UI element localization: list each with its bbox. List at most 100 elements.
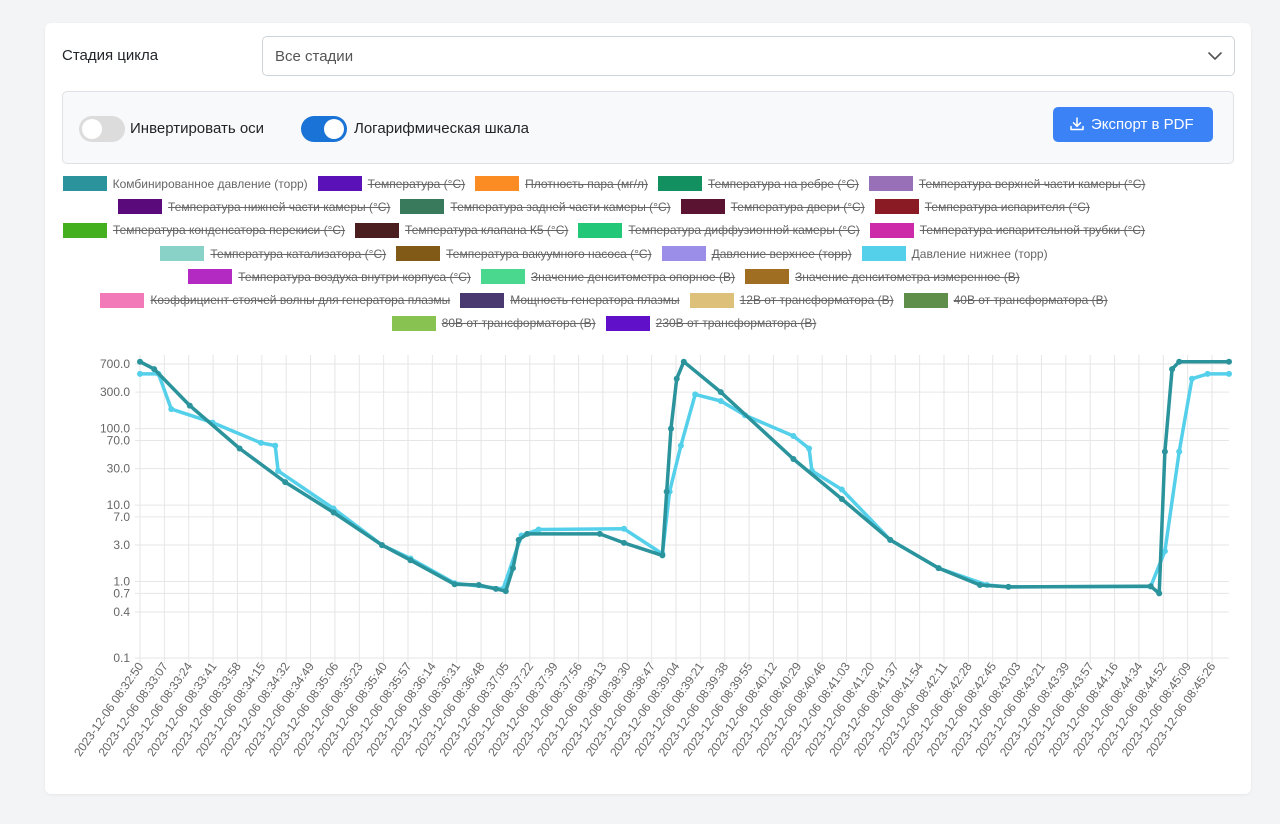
legend-item[interactable]: Температура верхней части камеры (°C) <box>868 176 1145 192</box>
data-point <box>838 486 845 493</box>
data-point <box>838 496 845 502</box>
data-point <box>272 442 279 449</box>
data-point <box>492 585 499 592</box>
data-point <box>673 375 680 382</box>
legend-label: Температура диффузионной камеры (°C) <box>628 223 860 238</box>
legend-swatch <box>391 315 436 331</box>
legend-label: Температура испарительной трубки (°C) <box>919 223 1146 238</box>
legend-item[interactable]: Плотность пара (мг/л) <box>475 176 649 192</box>
data-point <box>935 565 942 572</box>
legend-label: Мощность генератора плазмы <box>510 293 680 308</box>
data-point <box>1189 375 1195 382</box>
data-point <box>1005 583 1012 590</box>
legend-label: Температура клапана К5 (°C) <box>405 223 569 238</box>
legend-item[interactable]: Температура задней части камеры (°C) <box>400 199 671 215</box>
legend-item[interactable]: Температура диффузионной камеры (°C) <box>578 222 860 238</box>
legend-label: Температура (°C) <box>367 176 466 191</box>
legend-item[interactable]: Значение денситометра опорное (В) <box>480 269 736 285</box>
data-point <box>717 398 724 404</box>
stage-select[interactable]: Все стадии <box>262 36 1235 76</box>
data-point <box>1176 358 1183 365</box>
legend-item[interactable]: 80В от трансформатора (В) <box>391 315 596 331</box>
legend-row: Температура конденсатора перекиси (°C) Те… <box>28 219 1180 242</box>
data-point <box>137 370 143 377</box>
legend-label: Температура воздуха внутри корпуса (°C) <box>238 269 471 284</box>
legend-label: Температура двери (°C) <box>730 199 865 214</box>
legend-label: Температура конденсатора перекиси (°C) <box>112 223 346 238</box>
legend-swatch <box>861 246 906 262</box>
legend-item[interactable]: Температура конденсатора перекиси (°C) <box>62 222 346 238</box>
data-point <box>407 557 414 564</box>
legend-row: Температура нижней части камеры (°C) Темп… <box>28 195 1180 218</box>
data-point <box>1161 448 1168 455</box>
legend-label: Коэффициент стоячей волны для генератора… <box>150 293 451 308</box>
data-point <box>1147 583 1154 590</box>
data-point <box>663 488 670 495</box>
chevron-down-icon <box>1208 52 1222 60</box>
legend-row: 80В от трансформатора (В) 230В от трансфо… <box>28 312 1180 335</box>
legend-item[interactable]: Температура катализатора (°C) <box>160 246 386 262</box>
legend-swatch <box>118 199 163 215</box>
legend-item[interactable]: Температура (°C) <box>317 176 466 192</box>
legend-swatch <box>658 176 703 192</box>
legend-swatch <box>355 222 400 238</box>
legend-label: Плотность пара (мг/л) <box>525 176 649 191</box>
legend-item[interactable]: Температура испарителя (°C) <box>874 199 1090 215</box>
legend-swatch <box>100 292 145 308</box>
data-point <box>659 552 666 559</box>
legend-swatch <box>874 199 919 215</box>
legend-item[interactable]: Мощность генератора плазмы <box>460 292 680 308</box>
data-point <box>1204 370 1211 377</box>
legend-swatch <box>62 222 107 238</box>
legend-item[interactable]: Давление нижнее (торр) <box>861 246 1048 262</box>
data-point <box>692 391 699 398</box>
data-point <box>596 530 603 537</box>
legend-swatch <box>745 269 790 285</box>
legend-swatch <box>475 176 520 192</box>
legend-item[interactable]: Коэффициент стоячей волны для генератора… <box>100 292 451 308</box>
data-point <box>621 539 627 546</box>
data-point <box>282 479 289 486</box>
stage-select-value: Все стадии <box>275 48 354 65</box>
legend-item[interactable]: Температура испарительной трубки (°C) <box>869 222 1146 238</box>
legend-item[interactable]: Температура воздуха внутри корпуса (°C) <box>188 269 471 285</box>
y-tick-label: 0.4 <box>113 605 130 619</box>
legend-item[interactable]: 40В от трансформатора (В) <box>903 292 1108 308</box>
data-point <box>1161 548 1168 555</box>
data-point <box>379 542 385 549</box>
legend-swatch <box>317 176 362 192</box>
legend-item[interactable]: Температура на ребре (°C) <box>658 176 859 192</box>
legend-swatch <box>689 292 734 308</box>
legend-row: Комбинированное давление (торр) Температу… <box>28 172 1180 195</box>
legend-item[interactable]: Температура вакуумного насоса (°C) <box>396 246 652 262</box>
legend-swatch <box>160 246 205 262</box>
legend-item[interactable]: Температура двери (°C) <box>680 199 865 215</box>
legend-label: Давление нижнее (торр) <box>911 246 1048 261</box>
data-point <box>668 425 674 432</box>
data-point <box>976 582 983 588</box>
legend-item[interactable]: Температура нижней части камеры (°C) <box>118 199 390 215</box>
y-tick-label: 100.0 <box>100 422 130 436</box>
legend-item[interactable]: Комбинированное давление (торр) <box>62 176 308 192</box>
toggle-knob <box>82 119 102 139</box>
legend-label: Значение денситометра опорное (В) <box>530 269 736 284</box>
log-scale-toggle[interactable] <box>301 116 347 142</box>
legend-item[interactable]: Значение денситометра измеренное (В) <box>745 269 1020 285</box>
data-point <box>275 467 282 474</box>
export-pdf-button[interactable]: Экспорт в PDF <box>1053 107 1213 142</box>
data-point <box>451 581 458 588</box>
data-point <box>137 358 143 365</box>
legend-label: Температура испарителя (°C) <box>924 199 1090 214</box>
legend-item[interactable]: Температура клапана К5 (°C) <box>355 222 569 238</box>
data-point <box>186 402 193 409</box>
data-point <box>1169 366 1176 373</box>
legend-item[interactable]: 230В от трансформатора (В) <box>605 315 816 331</box>
legend-label: Давление верхнее (торр) <box>711 246 852 261</box>
legend-label: Температура вакуумного насоса (°C) <box>446 246 652 261</box>
invert-axes-toggle[interactable] <box>79 116 125 142</box>
legend-item[interactable]: Давление верхнее (торр) <box>661 246 852 262</box>
legend-item[interactable]: 12В от трансформатора (В) <box>689 292 894 308</box>
legend-swatch <box>62 176 107 192</box>
data-point <box>621 525 627 532</box>
